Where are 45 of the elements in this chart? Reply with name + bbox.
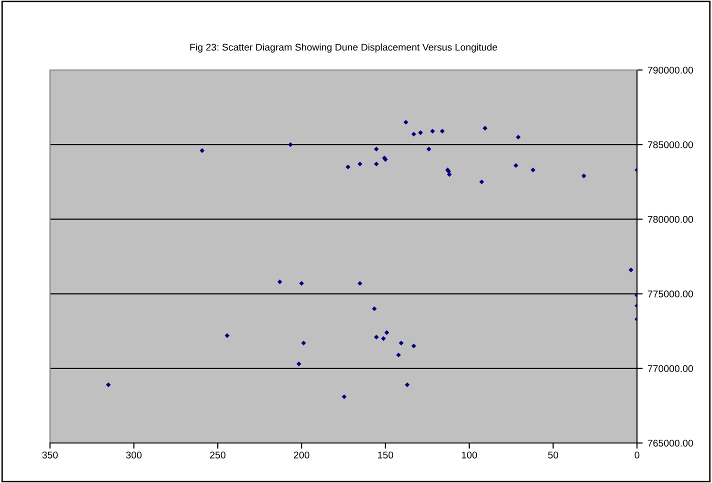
point <box>516 134 521 140</box>
point <box>482 126 488 131</box>
point <box>224 333 230 338</box>
point <box>374 334 379 340</box>
chart-title: Fig 23: Scatter Diagram Showing Dune Displacement Versus Longitude <box>190 44 498 53</box>
x-tick-label: 100 <box>462 452 478 458</box>
point <box>200 148 205 153</box>
y-tick-label: 790000.00 <box>648 66 693 74</box>
y-tick-label: 785000.00 <box>648 141 693 148</box>
y-tick-label: 775000.00 <box>648 290 693 298</box>
x-tick-label: 150 <box>378 452 394 458</box>
point <box>381 336 386 341</box>
y-tick-label: 780000.00 <box>648 216 693 223</box>
x-tick-label: 300 <box>126 452 142 458</box>
point <box>411 132 416 137</box>
point <box>418 130 423 136</box>
point <box>430 128 435 134</box>
point <box>288 142 293 148</box>
point <box>514 163 518 168</box>
point <box>426 146 432 152</box>
point <box>106 382 111 388</box>
point <box>398 340 404 346</box>
point <box>358 280 362 286</box>
x-tick-label: 250 <box>210 452 226 458</box>
x-tick-label: 200 <box>294 452 310 458</box>
point <box>581 174 586 178</box>
point <box>372 306 377 312</box>
x-tick-label: 50 <box>548 452 558 458</box>
point <box>374 146 379 152</box>
x-tick-label: 350 <box>42 452 58 458</box>
point <box>440 128 445 134</box>
point <box>403 120 408 125</box>
point <box>628 268 634 272</box>
point <box>479 179 484 184</box>
point <box>301 340 306 346</box>
point <box>299 280 304 286</box>
point <box>277 279 282 284</box>
x-tick-label: 0 <box>634 452 640 458</box>
point <box>384 330 390 335</box>
y-tick-label: 765000.00 <box>648 440 693 447</box>
point <box>446 172 452 177</box>
point <box>296 362 302 366</box>
y-tick-label: 770000.00 <box>648 365 693 372</box>
point <box>374 162 379 166</box>
point <box>411 344 416 348</box>
